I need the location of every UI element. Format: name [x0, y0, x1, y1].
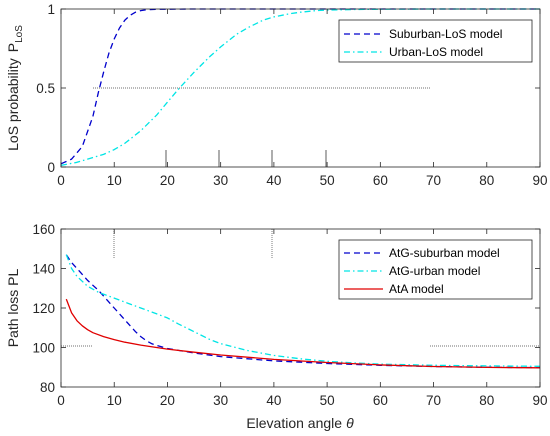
x-axis-label: Elevation angle θ [246, 415, 354, 431]
legend-label-suburban-los: Suburban-LoS model [389, 27, 502, 41]
x-tick-label: 50 [320, 393, 335, 408]
x-tick-label: 30 [213, 393, 228, 408]
top-y-axis-label: LoS probability PLoS [5, 25, 25, 151]
series-line-suburban-los-model [60, 8, 540, 165]
legend-label-urban-los: Urban-LoS model [389, 45, 483, 59]
path-loss-panel: 0 10 20 30 40 50 60 70 80 90 80 100 120 140 160 AtG-su… [5, 222, 548, 431]
x-tick-label: 20 [160, 393, 175, 408]
x-tick-label: 20 [160, 173, 175, 188]
x-tick-label: 90 [532, 393, 547, 408]
top-axes: 0 10 20 30 40 50 60 70 80 90 0 0.5 1 [36, 2, 547, 188]
bottom-axes: 0 10 20 30 40 50 60 70 80 90 80 100 120 140 160 [32, 222, 547, 408]
series-line-atg-suburban-model [65, 254, 541, 369]
x-label-text: Elevation angle [246, 415, 342, 431]
y-tick-label: 80 [40, 380, 55, 395]
x-tick-label: 60 [373, 173, 388, 188]
y-tick-label: 120 [32, 301, 55, 316]
series-line-urban-los-model [60, 8, 540, 167]
top-y-label-subscript: LoS [14, 25, 25, 43]
x-tick-label: 70 [426, 173, 441, 188]
bottom-legend: AtG-suburban model AtG-urban model AtA m… [338, 239, 533, 300]
y-tick-label: 140 [32, 262, 55, 277]
x-tick-label: 40 [266, 173, 281, 188]
top-y-label-text: LoS probability [5, 58, 21, 151]
y-tick-label: 160 [32, 222, 55, 237]
legend-label-atg-suburban: AtG-suburban model [389, 246, 500, 260]
y-tick-label: 100 [32, 341, 55, 356]
bottom-y-axis-label: Path loss PL [5, 268, 21, 347]
x-tick-label: 70 [426, 393, 441, 408]
los-probability-panel: 0 10 20 30 40 50 60 70 80 90 0 0.5 1 Suburban-LoS mo… [5, 2, 548, 188]
x-tick-label: 80 [479, 393, 494, 408]
x-tick-label: 30 [213, 173, 228, 188]
y-tick-label: 0 [47, 160, 55, 175]
series-line-atg-urban-model [65, 254, 541, 367]
x-tick-label: 90 [532, 173, 547, 188]
x-tick-label: 0 [57, 393, 65, 408]
top-legend: Suburban-LoS model Urban-LoS model [338, 19, 533, 63]
x-tick-label: 0 [57, 173, 65, 188]
legend-label-atg-urban: AtG-urban model [389, 264, 480, 278]
x-tick-label: 10 [107, 393, 122, 408]
y-tick-label: 0.5 [36, 81, 55, 96]
x-label-symbol: θ [346, 415, 354, 431]
y-tick-label: 1 [47, 2, 55, 17]
x-tick-label: 40 [266, 393, 281, 408]
top-series-group [60, 8, 540, 167]
top-legend-box [338, 19, 533, 63]
bottom-series-group [65, 254, 541, 369]
top-y-label-symbol: P [5, 43, 21, 52]
x-tick-label: 80 [479, 173, 494, 188]
legend-label-ata: AtA model [389, 282, 444, 296]
x-tick-label: 50 [320, 173, 335, 188]
series-line-ata-model [65, 298, 541, 369]
x-tick-label: 60 [373, 393, 388, 408]
x-tick-label: 10 [107, 173, 122, 188]
top-artifact-lines [93, 87, 430, 167]
